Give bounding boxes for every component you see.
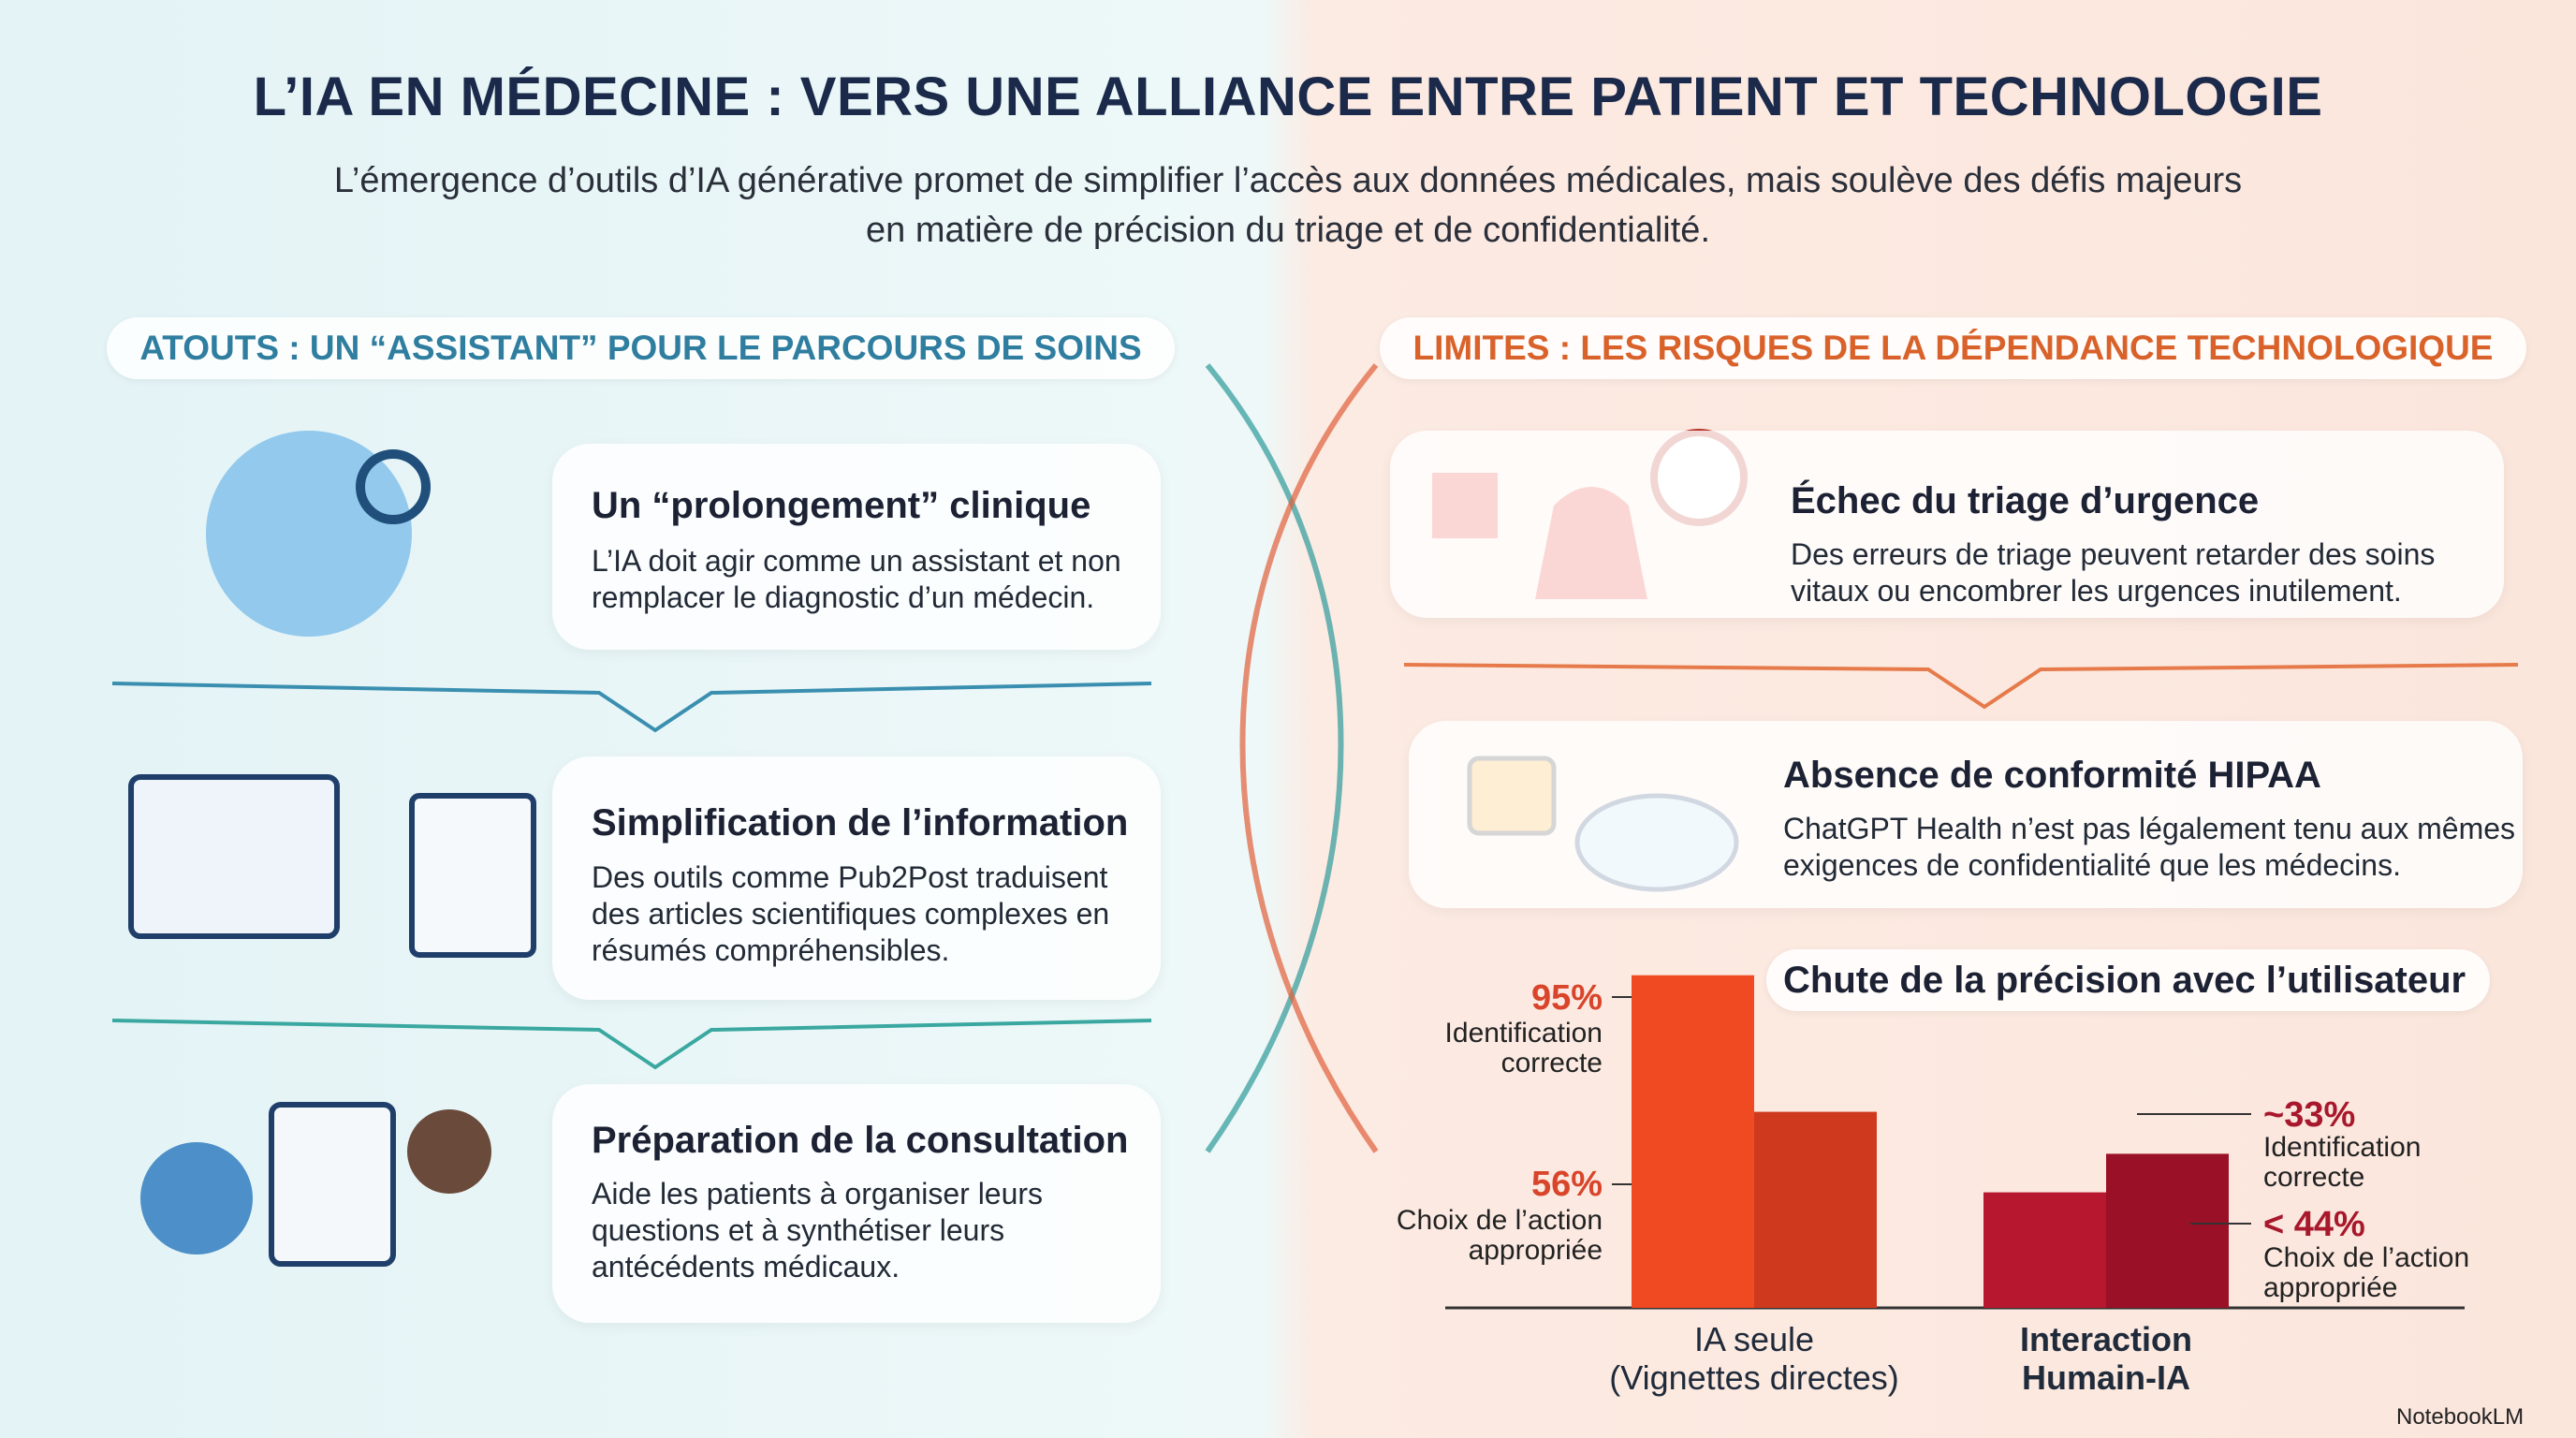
card [552, 756, 1161, 1000]
card [552, 1084, 1161, 1323]
card-title: Un “prolongement” clinique [592, 485, 1091, 526]
value-label: 56% [1530, 1165, 1603, 1204]
subtitle: L’émergence d’outils d’IA générative pro… [333, 161, 2243, 200]
legend-entry: Choix de l’action appropriée [1396, 1205, 1603, 1266]
card-title: Échec du triage d’urgence [1791, 480, 2260, 521]
title: L’IA EN MÉDECINE : VERS UNE ALLIANCE ENT… [253, 66, 2323, 127]
subtitle: en matière de précision du triage et de … [866, 211, 1710, 250]
value-label: < 44% [2263, 1205, 2365, 1244]
card-text: L’IA doit agir comme un assistant et non… [592, 544, 1121, 614]
category-label: Interaction Humain-IA [1919, 1320, 2293, 1397]
section-heading: ATOUTS : UN “ASSISTANT” POUR LE PARCOURS… [107, 317, 1175, 379]
category-line: IA seule [1693, 1320, 1815, 1358]
card [552, 444, 1161, 650]
card-text: Des erreurs de triage peuvent retarder d… [1791, 537, 2436, 608]
card-title: Simplification de l’information [592, 802, 1129, 844]
legend-entry: Identification correcte [1444, 1018, 1603, 1078]
value-label: 95% [1530, 978, 1603, 1018]
card-title: Absence de conformité HIPAA [1783, 755, 2321, 796]
bar [2106, 1153, 2229, 1308]
category-label: IA seule (Vignettes directes) [1567, 1320, 1941, 1397]
card-title: Préparation de la consultation [592, 1120, 1129, 1161]
brand: NotebookLM [2396, 1404, 2525, 1430]
bar [1632, 975, 1754, 1308]
card-text: ChatGPT Health n’est pas légalement tenu… [1783, 812, 2516, 882]
bar [1983, 1192, 2106, 1308]
bar [1754, 1111, 1877, 1308]
section-heading: LIMITES : LES RISQUES DE LA DÉPENDANCE T… [1380, 317, 2526, 379]
category-line: (Vignettes directes) [1609, 1358, 1899, 1397]
legend-entry: Identification correcte [2263, 1132, 2422, 1193]
category-line: Interaction [2019, 1320, 2193, 1358]
legend-entry: Choix de l’action appropriée [2263, 1242, 2470, 1303]
category-line: Humain-IA [2022, 1358, 2190, 1397]
card [1390, 431, 2504, 618]
value-label: ~33% [2263, 1095, 2356, 1135]
card-text: Aide les patients à organiser leurs ques… [592, 1177, 1044, 1284]
chart-title: Chute de la précision avec l’utilisateur [1766, 949, 2490, 1011]
card [1409, 721, 2523, 908]
card-text: Des outils comme Pub2Post traduisent des… [592, 860, 1110, 967]
